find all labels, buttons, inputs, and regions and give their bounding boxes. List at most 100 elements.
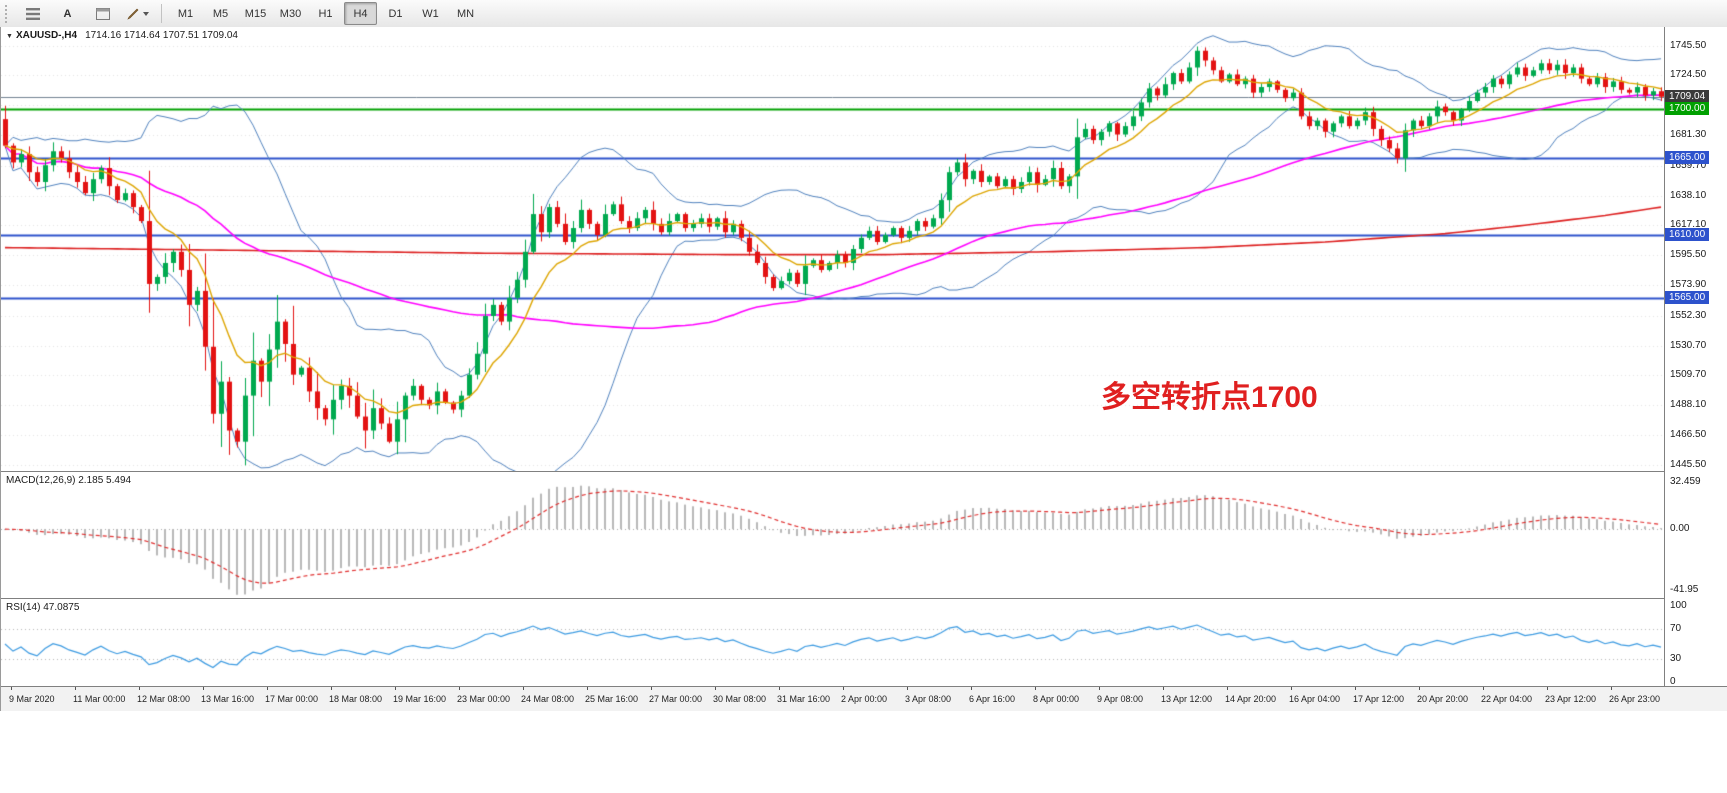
time-axis-label: 31 Mar 16:00: [777, 694, 831, 704]
ohlc-values: 1714.16 1714.64 1707.51 1709.04: [85, 30, 238, 41]
time-axis-label: 9 Mar 2020: [9, 694, 55, 704]
time-axis-label: 12 Mar 08:00: [137, 694, 191, 704]
time-tick: [1163, 687, 1164, 690]
price-chart-canvas[interactable]: [1, 27, 1664, 471]
time-axis-label: 11 Mar 00:00: [73, 694, 126, 704]
time-tick: [1227, 687, 1228, 690]
time-tick: [779, 687, 780, 690]
timeframe-h4-button[interactable]: H4: [344, 2, 377, 25]
macd-panel-canvas[interactable]: [1, 472, 1664, 598]
macd-axis-label: -41.95: [1670, 583, 1699, 595]
price-tag: 1610.00: [1665, 228, 1710, 242]
time-axis-label: 19 Mar 16:00: [393, 694, 447, 704]
price-axis[interactable]: 1745.501724.501702.901681.301659.701638.…: [1664, 27, 1727, 687]
time-axis-label: 18 Mar 08:00: [329, 694, 383, 704]
time-axis-label: 17 Apr 12:00: [1353, 694, 1405, 704]
timeframe-d1-button[interactable]: D1: [388, 7, 403, 20]
time-tick: [331, 687, 332, 690]
time-tick: [1035, 687, 1036, 690]
time-axis-label: 13 Mar 16:00: [201, 694, 255, 704]
chart-annotation: 多空转折点1700: [1101, 381, 1318, 414]
price-tag: 1700.00: [1665, 102, 1710, 116]
chart-list-button[interactable]: [16, 2, 49, 25]
chart-window-icon: [95, 7, 110, 20]
price-axis-label: 1466.50: [1670, 429, 1707, 441]
timeframe-m5-button[interactable]: M5: [212, 7, 229, 20]
cursor-tool-button[interactable]: A: [51, 2, 84, 25]
timeframe-h1-button[interactable]: H1: [318, 7, 333, 20]
rsi-label: RSI(14) 47.0875: [6, 602, 80, 613]
time-axis-label: 20 Apr 20:00: [1417, 694, 1469, 704]
timeframe-w1-button[interactable]: W1: [422, 7, 439, 20]
time-tick: [139, 687, 140, 690]
time-tick: [587, 687, 588, 690]
symbol-caret-icon[interactable]: ▼: [6, 33, 13, 40]
panel-separator[interactable]: [1, 598, 1727, 599]
macd-axis-label: 0.00: [1670, 523, 1690, 535]
price-axis-label: 1488.10: [1670, 399, 1707, 411]
price-axis-label: 1595.50: [1670, 249, 1707, 261]
time-axis-label: 24 Mar 08:00: [521, 694, 575, 704]
time-axis-label: 9 Apr 08:00: [1097, 694, 1144, 704]
price-tag: 1665.00: [1665, 151, 1710, 165]
time-tick: [395, 687, 396, 690]
chart-window: ▼ XAUUSD-,H4 1714.16 1714.64 1707.51 1709.…: [0, 27, 1727, 711]
symbol-ohlc-line: ▼ XAUUSD-,H4 1714.16 1714.64 1707.51 1709.…: [6, 30, 238, 41]
time-axis-label: 30 Mar 08:00: [713, 694, 767, 704]
time-tick: [1291, 687, 1292, 690]
time-axis[interactable]: 9 Mar 2020 11 Mar 00:00 12 Mar 08:00 13 Mar…: [1, 686, 1727, 711]
symbol-title: XAUUSD-,H4: [15, 30, 78, 41]
price-axis-label: 1724.50: [1670, 69, 1707, 81]
price-tag: 1709.04: [1665, 89, 1710, 103]
chevron-down-icon: [142, 11, 149, 16]
macd-axis-label: 32.459: [1670, 476, 1701, 487]
time-axis-label: 3 Apr 08:00: [905, 694, 952, 704]
rsi-axis-label: 70: [1670, 622, 1682, 634]
timeframe-m30-button[interactable]: M30: [279, 7, 302, 20]
price-tag: 1565.00: [1665, 290, 1710, 304]
time-tick: [1355, 687, 1356, 690]
price-axis-label: 1552.30: [1670, 309, 1707, 321]
time-tick: [907, 687, 908, 690]
rsi-axis-label: 100: [1670, 600, 1687, 611]
time-tick: [843, 687, 844, 690]
time-tick: [459, 687, 460, 690]
time-tick: [11, 687, 12, 690]
rsi-axis-label: 30: [1670, 653, 1682, 665]
time-tick: [75, 687, 76, 690]
draw-tools-button[interactable]: [121, 2, 154, 25]
time-tick: [1099, 687, 1100, 690]
macd-label: MACD(12,26,9) 2.185 5.494: [6, 475, 132, 486]
time-tick: [971, 687, 972, 690]
toolbar-separator: [161, 4, 162, 23]
time-tick: [1419, 687, 1420, 690]
time-tick: [715, 687, 716, 690]
chart-window-button[interactable]: [86, 2, 119, 25]
price-axis-label: 1573.90: [1670, 279, 1707, 291]
price-axis-label: 1509.70: [1670, 369, 1707, 381]
chart-list-icon: [25, 7, 40, 20]
time-axis-label: 16 Apr 04:00: [1289, 694, 1341, 704]
time-tick: [1483, 687, 1484, 690]
panel-separator[interactable]: [1, 471, 1727, 472]
timeframe-m1-button[interactable]: M1: [177, 7, 194, 20]
time-tick: [267, 687, 268, 690]
time-axis-label: 8 Apr 00:00: [1033, 694, 1080, 704]
time-tick: [203, 687, 204, 690]
pencil-icon: [126, 8, 138, 20]
time-axis-label: 17 Mar 00:00: [265, 694, 319, 704]
price-axis-label: 1659.70: [1670, 159, 1707, 171]
price-axis-label: 1445.50: [1670, 458, 1707, 470]
time-axis-label: 27 Mar 00:00: [649, 694, 703, 704]
price-axis-label: 1638.10: [1670, 189, 1707, 201]
time-axis-label: 22 Apr 04:00: [1481, 694, 1533, 704]
time-axis-label: 6 Apr 16:00: [969, 694, 1016, 704]
timeframe-m15-button[interactable]: M15: [244, 7, 267, 20]
time-axis-label: 2 Apr 00:00: [841, 694, 888, 704]
price-axis-label: 1617.10: [1670, 219, 1707, 231]
rsi-axis-label: 0: [1670, 676, 1676, 687]
rsi-panel-canvas[interactable]: [1, 599, 1664, 686]
timeframe-mn-button[interactable]: MN: [456, 7, 475, 20]
toolbar-grip[interactable]: [5, 4, 11, 23]
